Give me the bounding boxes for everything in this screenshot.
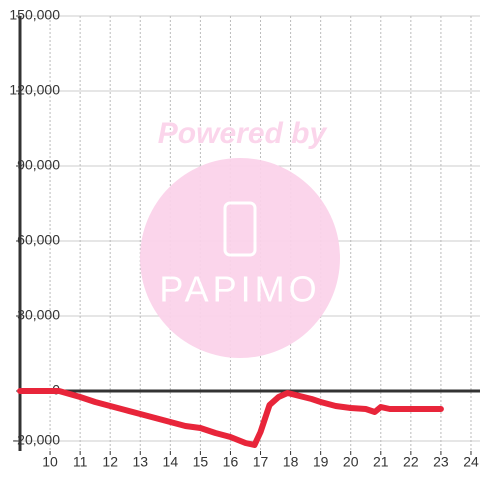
y-tick-label: 60,000 — [17, 232, 60, 248]
x-tick-label: 20 — [343, 454, 359, 470]
x-tick-label: 16 — [223, 454, 239, 470]
x-tick-label: 23 — [433, 454, 449, 470]
watermark-logo: PAPIMO — [159, 269, 320, 310]
y-tick-label: 30,000 — [17, 307, 60, 323]
x-tick-label: 13 — [132, 454, 148, 470]
watermark-text: Powered by — [158, 117, 328, 150]
x-tick-label: 19 — [313, 454, 329, 470]
y-tick-label: -20,000 — [13, 432, 61, 448]
line-series — [17, 388, 444, 448]
x-tick-label: 21 — [373, 454, 389, 470]
x-tick-label: 17 — [253, 454, 269, 470]
x-tick-label: 24 — [463, 454, 479, 470]
y-tick-label: 150,000 — [9, 7, 60, 23]
x-tick-label: 18 — [283, 454, 299, 470]
watermark-icon — [223, 201, 257, 257]
y-tick-label: 90,000 — [17, 157, 60, 173]
watermark-circle — [140, 158, 340, 358]
y-tick-label: 120,000 — [9, 82, 60, 98]
x-tick-label: 14 — [163, 454, 179, 470]
x-tick-label: 22 — [403, 454, 419, 470]
x-tick-label: 10 — [42, 454, 58, 470]
watermark: Powered by PAPIMO — [140, 117, 340, 358]
x-tick-label: 15 — [193, 454, 209, 470]
x-tick-label: 12 — [102, 454, 118, 470]
x-tick-label: 11 — [73, 454, 88, 470]
